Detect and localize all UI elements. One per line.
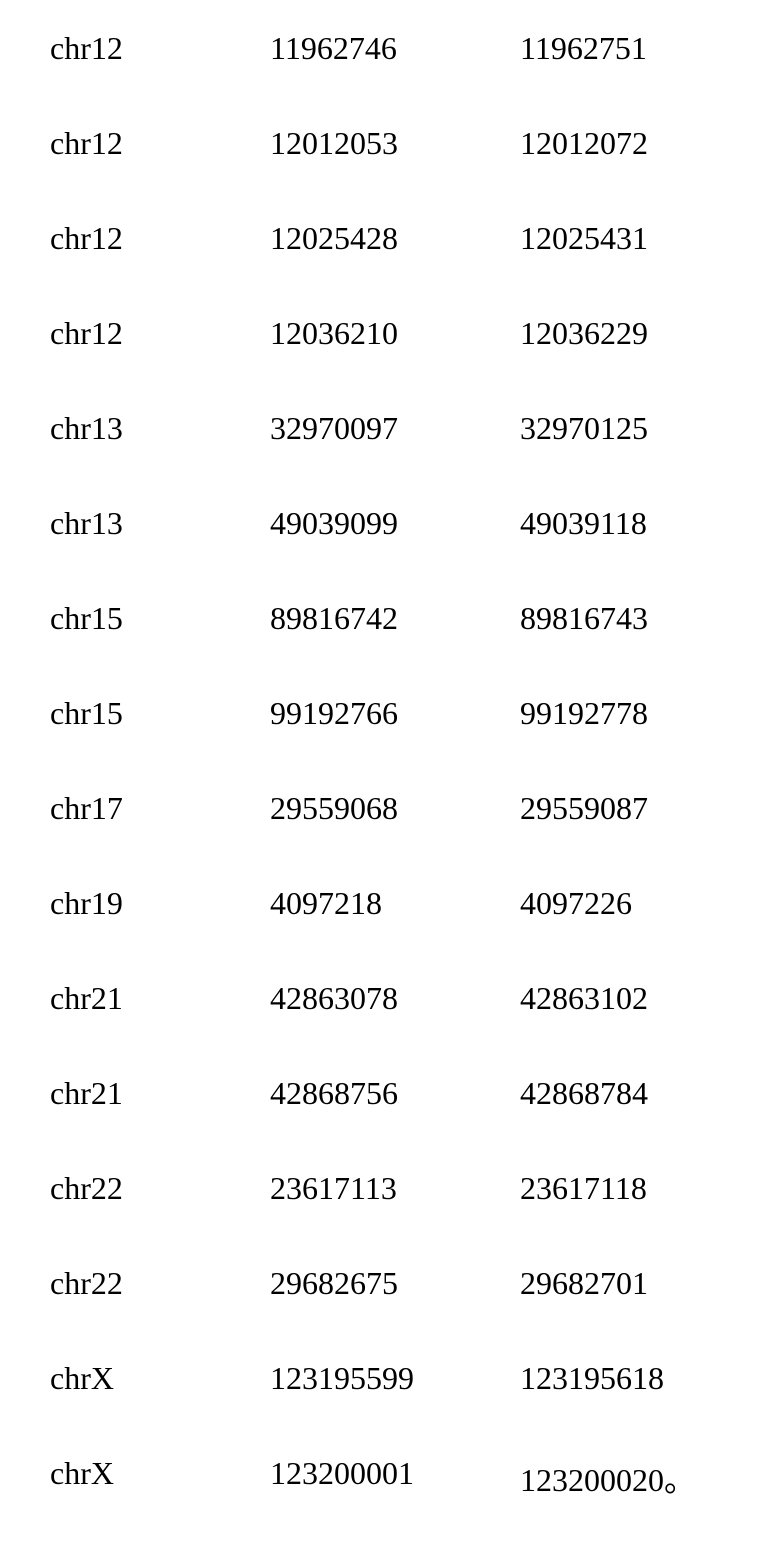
start-cell: 23617113 xyxy=(270,1170,520,1265)
chromosome-cell: chr19 xyxy=(50,885,270,980)
chromosome-cell: chr15 xyxy=(50,695,270,790)
start-cell: 123200001 xyxy=(270,1455,520,1511)
start-cell: 42863078 xyxy=(270,980,520,1075)
end-cell: 42863102 xyxy=(520,980,734,1075)
table-row: chr12 11962746 11962751 xyxy=(50,30,734,125)
table-row: chr22 23617113 23617118 xyxy=(50,1170,734,1265)
end-cell: 11962751 xyxy=(520,30,734,125)
start-cell: 32970097 xyxy=(270,410,520,505)
end-cell: 49039118 xyxy=(520,505,734,600)
end-cell: 12036229 xyxy=(520,315,734,410)
table-row: chr13 49039099 49039118 xyxy=(50,505,734,600)
table-row: chr21 42863078 42863102 xyxy=(50,980,734,1075)
end-cell: 32970125 xyxy=(520,410,734,505)
table-row: chrX 123200001 123200020。 xyxy=(50,1455,734,1511)
start-cell: 29559068 xyxy=(270,790,520,885)
table-row: chr19 4097218 4097226 xyxy=(50,885,734,980)
chromosome-cell: chr22 xyxy=(50,1265,270,1360)
end-value: 123200020 xyxy=(520,1462,664,1498)
end-cell: 123200020。 xyxy=(520,1455,734,1511)
chromosome-cell: chr13 xyxy=(50,410,270,505)
chromosome-cell: chrX xyxy=(50,1360,270,1455)
table-row: chr12 12036210 12036229 xyxy=(50,315,734,410)
start-cell: 99192766 xyxy=(270,695,520,790)
chromosome-cell: chrX xyxy=(50,1455,270,1511)
start-cell: 49039099 xyxy=(270,505,520,600)
start-cell: 4097218 xyxy=(270,885,520,980)
start-cell: 123195599 xyxy=(270,1360,520,1455)
chromosome-cell: chr21 xyxy=(50,1075,270,1170)
end-cell: 42868784 xyxy=(520,1075,734,1170)
start-cell: 11962746 xyxy=(270,30,520,125)
chromosome-cell: chr13 xyxy=(50,505,270,600)
start-cell: 89816742 xyxy=(270,600,520,695)
chromosome-cell: chr15 xyxy=(50,600,270,695)
start-cell: 12036210 xyxy=(270,315,520,410)
chromosome-cell: chr17 xyxy=(50,790,270,885)
end-cell: 4097226 xyxy=(520,885,734,980)
chromosome-cell: chr12 xyxy=(50,220,270,315)
start-cell: 29682675 xyxy=(270,1265,520,1360)
end-cell: 29682701 xyxy=(520,1265,734,1360)
end-cell: 89816743 xyxy=(520,600,734,695)
start-cell: 12012053 xyxy=(270,125,520,220)
table-row: chr21 42868756 42868784 xyxy=(50,1075,734,1170)
chromosome-cell: chr12 xyxy=(50,125,270,220)
table-row: chr12 12025428 12025431 xyxy=(50,220,734,315)
table-row: chr22 29682675 29682701 xyxy=(50,1265,734,1360)
table-row: chr12 12012053 12012072 xyxy=(50,125,734,220)
end-cell: 23617118 xyxy=(520,1170,734,1265)
trailing-punct: 。 xyxy=(664,1462,696,1498)
table-row: chr17 29559068 29559087 xyxy=(50,790,734,885)
start-cell: 42868756 xyxy=(270,1075,520,1170)
start-cell: 12025428 xyxy=(270,220,520,315)
chromosome-cell: chr12 xyxy=(50,315,270,410)
table-row: chr15 99192766 99192778 xyxy=(50,695,734,790)
chromosome-cell: chr22 xyxy=(50,1170,270,1265)
end-cell: 29559087 xyxy=(520,790,734,885)
table-row: chrX 123195599 123195618 xyxy=(50,1360,734,1455)
genomic-coords-table: chr12 11962746 11962751 chr12 12012053 1… xyxy=(50,30,734,1511)
chromosome-cell: chr12 xyxy=(50,30,270,125)
end-cell: 12012072 xyxy=(520,125,734,220)
table-row: chr13 32970097 32970125 xyxy=(50,410,734,505)
end-cell: 123195618 xyxy=(520,1360,734,1455)
end-cell: 99192778 xyxy=(520,695,734,790)
chromosome-cell: chr21 xyxy=(50,980,270,1075)
table-row: chr15 89816742 89816743 xyxy=(50,600,734,695)
end-cell: 12025431 xyxy=(520,220,734,315)
